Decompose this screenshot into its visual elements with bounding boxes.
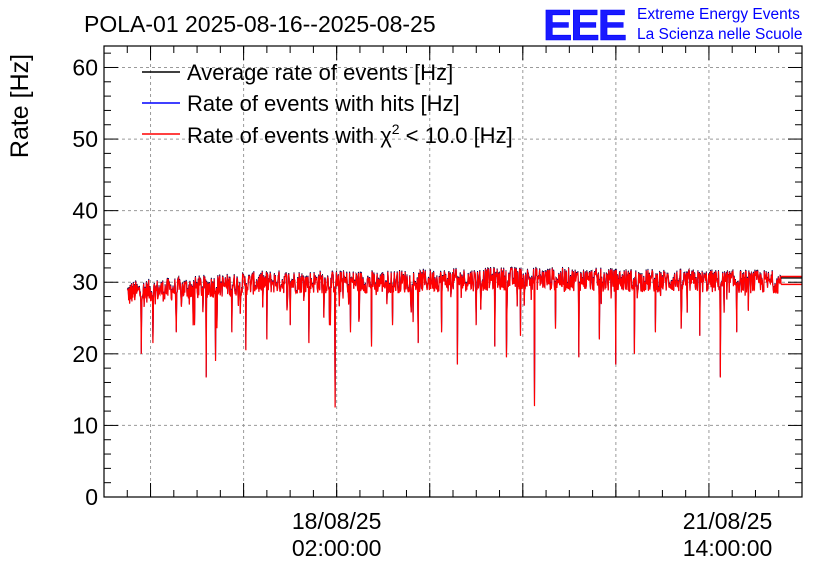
legend-label-average: Average rate of events [Hz] xyxy=(187,60,453,85)
y-tick-label: 0 xyxy=(85,484,98,510)
y-axis-label: Rate [Hz] xyxy=(6,54,34,158)
y-tick-label: 40 xyxy=(72,198,98,224)
y-tick-label: 30 xyxy=(72,269,98,295)
y-tick-label: 10 xyxy=(72,412,98,438)
eee-logo-line1: Extreme Energy Events xyxy=(637,6,800,23)
eee-logo-mark: EEE xyxy=(543,1,626,50)
legend-label-hits: Rate of events with hits [Hz] xyxy=(187,91,460,116)
x-tick-label-time: 14:00:00 xyxy=(683,535,773,561)
x-tick-label-time: 02:00:00 xyxy=(292,535,382,561)
y-tick-label: 50 xyxy=(72,126,98,152)
chart-title: POLA-01 2025-08-16--2025-08-25 xyxy=(84,11,436,37)
series-chi2-line xyxy=(126,267,782,408)
y-tick-label: 20 xyxy=(72,341,98,367)
x-tick-label-date: 18/08/25 xyxy=(292,508,382,534)
eee-logo-line2: La Scienza nelle Scuole xyxy=(637,26,802,43)
legend-label-chi2: Rate of events with χ2 < 10.0 [Hz] xyxy=(187,121,513,148)
legend: Average rate of events [Hz] Rate of even… xyxy=(142,60,513,148)
y-tick-label: 60 xyxy=(72,54,98,80)
x-tick-label-date: 21/08/25 xyxy=(683,508,773,534)
data-series xyxy=(126,266,802,408)
eee-logo: EEE Extreme Energy Events La Scienza nel… xyxy=(543,1,803,51)
